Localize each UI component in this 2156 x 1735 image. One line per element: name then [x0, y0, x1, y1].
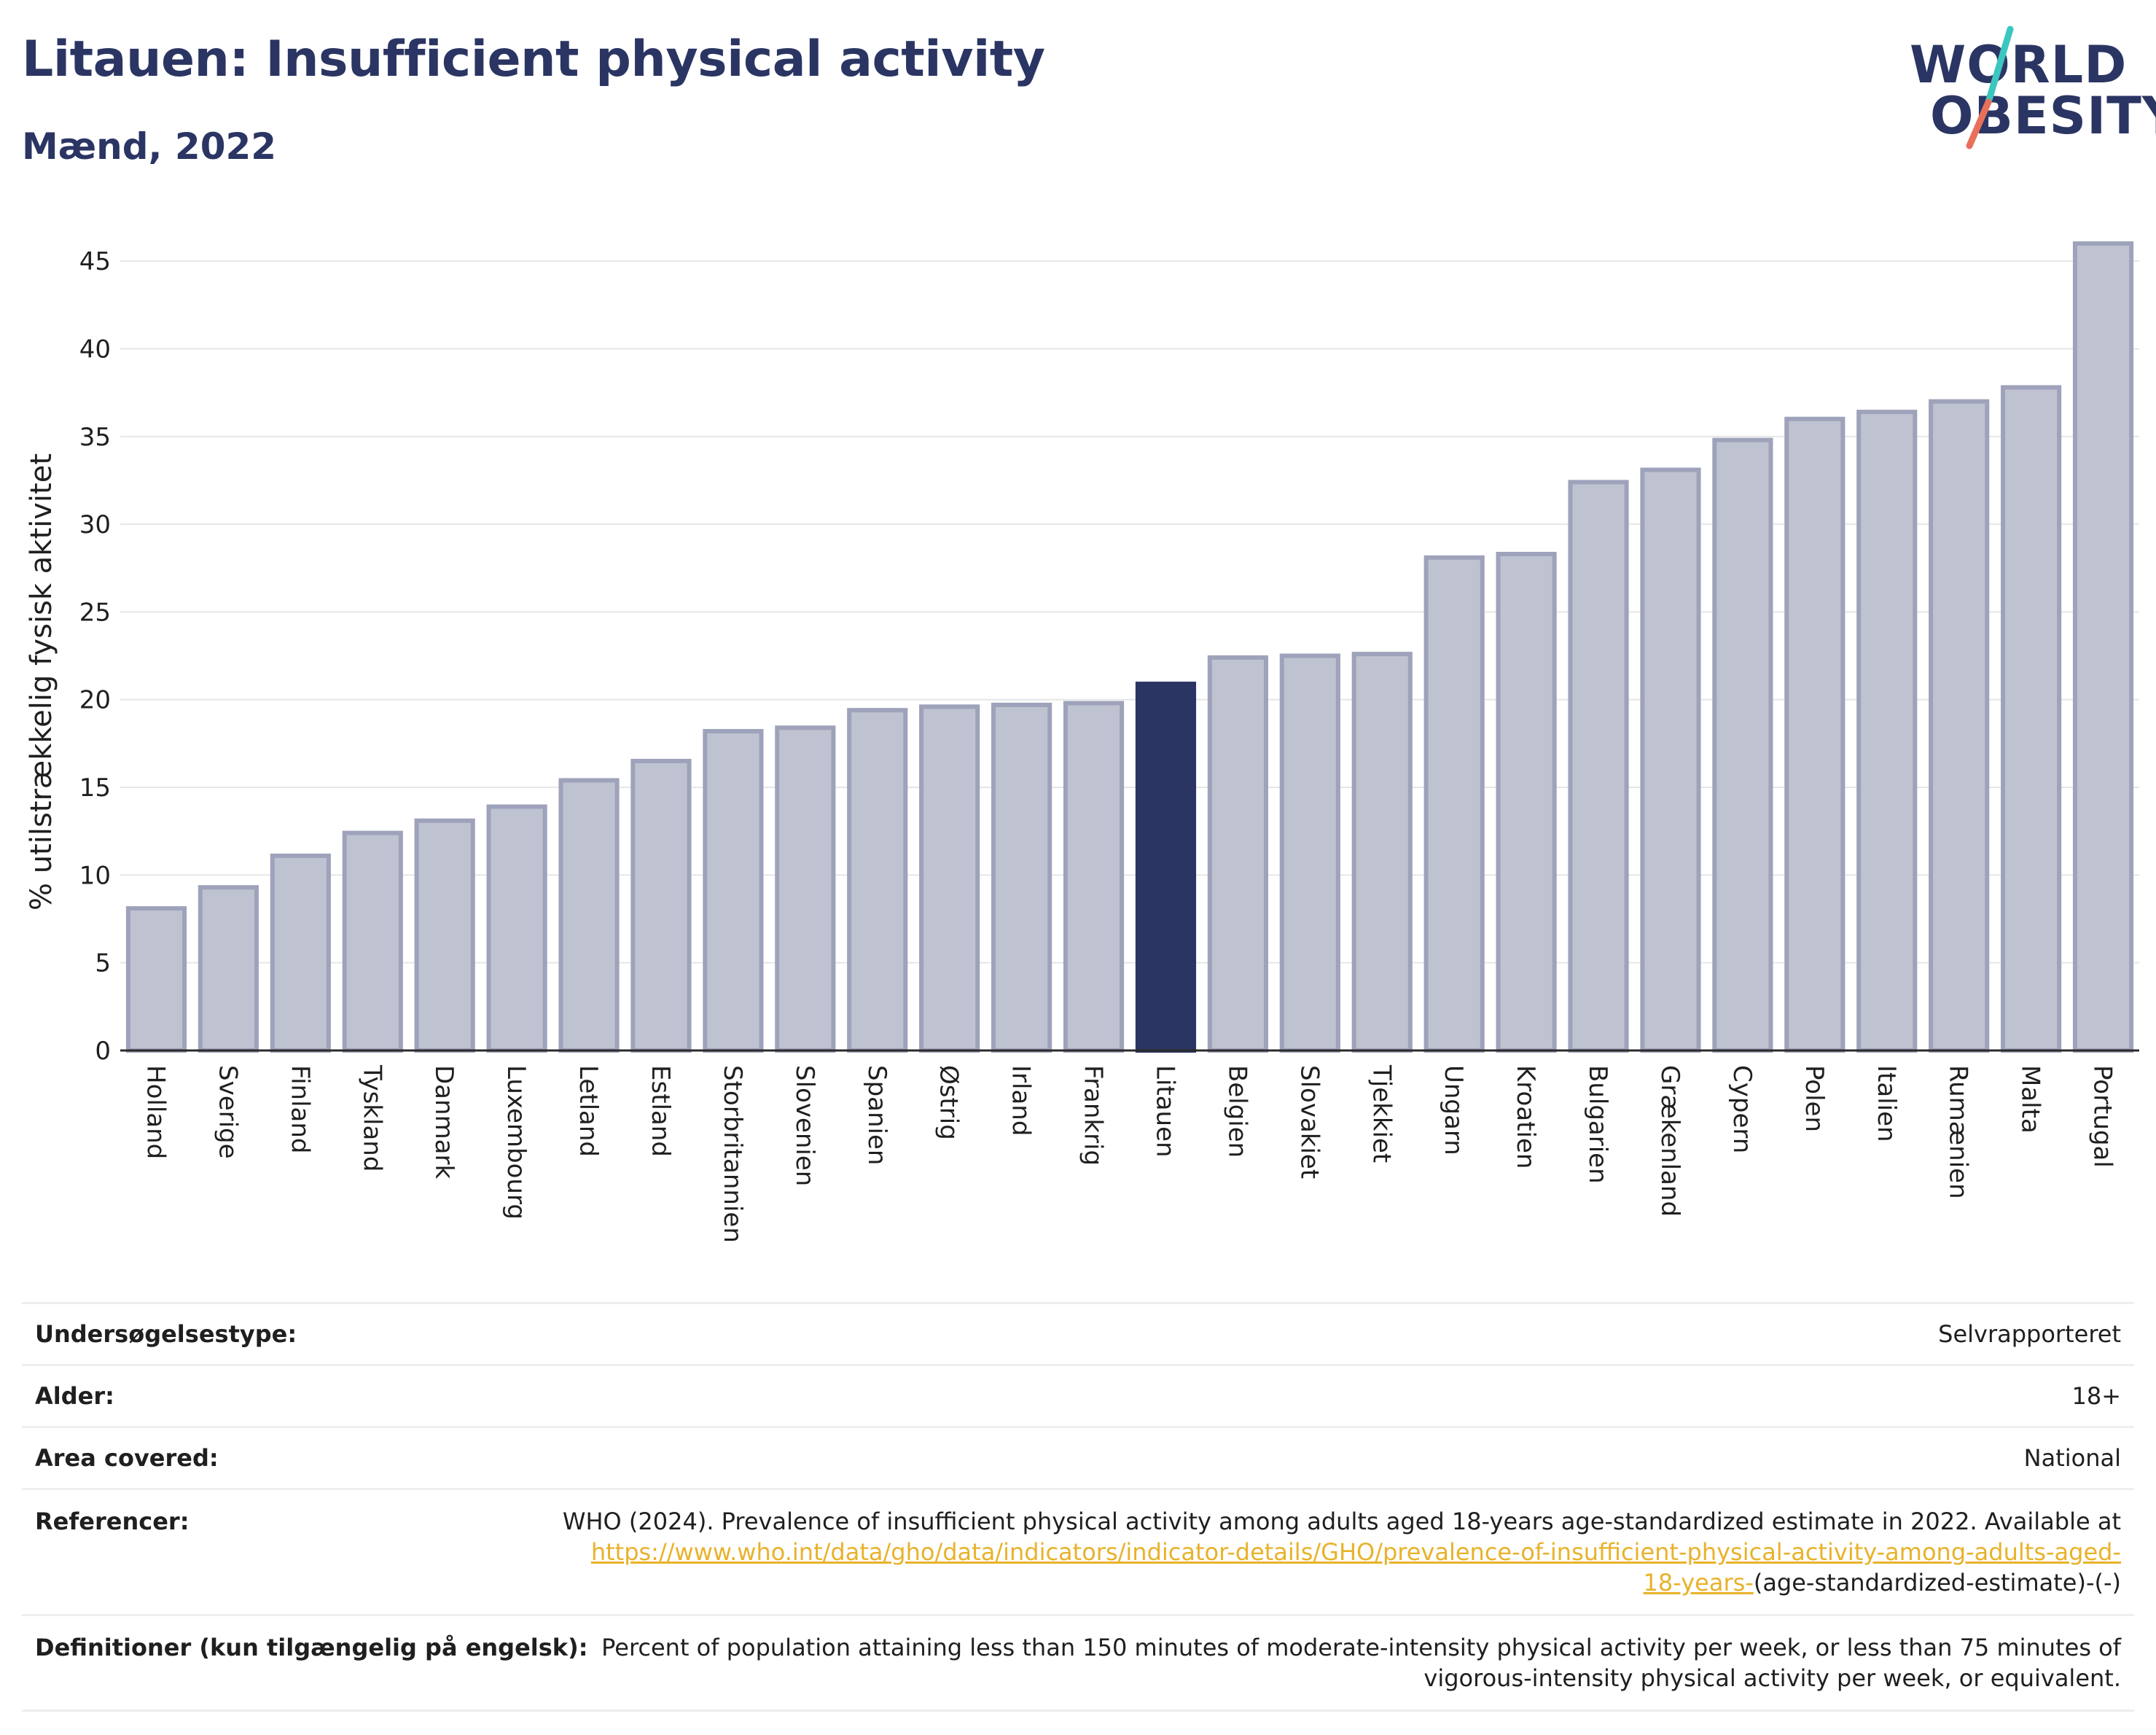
info-label: Undersøgelsestype: [35, 1320, 297, 1348]
reference-link[interactable]: https://www.who.int/data/gho/data/indica… [590, 1538, 2121, 1596]
info-row-area: Area covered: National [22, 1426, 2134, 1488]
y-tick-label: 20 [79, 686, 111, 715]
x-tick-label: Letland [574, 1065, 603, 1157]
bar-malta [2001, 385, 2062, 1053]
bar-kroatien [1496, 551, 1557, 1053]
x-axis-ticks: Holland Sverige Finland Tyskland Danmark Luxe… [141, 1064, 2117, 1243]
bar-polen [1784, 416, 1846, 1053]
x-tick-label: Danmark [429, 1065, 458, 1179]
bar-portugal [2072, 241, 2134, 1053]
x-tick-label: Tyskland [357, 1064, 386, 1171]
info-row-age: Alder: 18+ [22, 1364, 2134, 1426]
y-tick-label: 35 [79, 423, 111, 452]
x-tick-label: Grækenland [1655, 1065, 1684, 1217]
x-tick-label: Litauen [1150, 1065, 1179, 1158]
x-tick-label: Sverige [213, 1065, 242, 1159]
logo-slash-icon [1966, 26, 2014, 149]
x-tick-label: Østrig [934, 1065, 964, 1140]
info-label: Referencer: [35, 1508, 190, 1535]
info-label: Alder: [35, 1382, 114, 1410]
x-tick-label: Estland [646, 1065, 675, 1157]
x-tick-label: Ungarn [1439, 1065, 1468, 1155]
y-axis-label: % utilstrækkelig fysisk aktivitet [25, 453, 58, 911]
bar-sverige [198, 885, 259, 1053]
bar-spanien [847, 708, 908, 1053]
bar-rumænien [1929, 399, 1990, 1053]
chart-title: Litauen: Insufficient physical activity [22, 31, 1045, 88]
info-value: National [2023, 1444, 2121, 1472]
reference-text: WHO (2024). Prevalence of insufficient p… [562, 1508, 2121, 1535]
x-tick-label: Tjekkiet [1367, 1064, 1396, 1163]
y-tick-label: 40 [79, 335, 111, 364]
bar-litauen [1135, 682, 1197, 1053]
bar-bulgarien [1568, 480, 1629, 1053]
bar-italien [1856, 410, 1918, 1053]
bar-estland [630, 758, 692, 1053]
bar-luxembourg [486, 804, 547, 1053]
x-tick-label: Luxembourg [501, 1065, 531, 1220]
x-tick-label: Polen [1800, 1065, 1829, 1132]
bar-holland [125, 906, 187, 1053]
y-tick-label: 0 [95, 1037, 111, 1066]
bar-frankrig [1063, 701, 1125, 1053]
info-value: Selvrapporteret [1938, 1320, 2121, 1348]
y-tick-label: 5 [95, 949, 111, 978]
x-tick-label: Finland [285, 1065, 314, 1154]
bar-grækenland [1640, 467, 1701, 1053]
x-tick-label: Malta [2016, 1065, 2045, 1134]
info-value: WHO (2024). Prevalence of insufficient p… [554, 1506, 2134, 1598]
info-row-references: Referencer: WHO (2024). Prevalence of in… [22, 1488, 2134, 1614]
bar-ungarn [1423, 555, 1485, 1053]
x-tick-label: Cypern [1727, 1065, 1757, 1153]
y-tick-label: 25 [79, 598, 111, 627]
x-tick-label: Portugal [2088, 1065, 2117, 1168]
info-label: Area covered: [35, 1444, 219, 1472]
info-value: Percent of population attaining less tha… [601, 1634, 2121, 1692]
bar-tyskland [342, 830, 403, 1053]
y-tick-label: 30 [79, 510, 111, 539]
logo-line-1: WORLD [1910, 35, 2128, 95]
x-tick-label: Storbritannien [718, 1065, 747, 1243]
bar-chart: 0 5 10 15 20 25 30 35 40 45 Holland Sverige Finland… [25, 241, 2139, 1243]
y-axis-ticks: 0 5 10 15 20 25 30 35 40 45 [79, 247, 111, 1066]
bar-tjekkiet [1351, 652, 1413, 1053]
x-tick-label: Kroatien [1511, 1065, 1540, 1169]
logo-line-2: OBESITY [1930, 86, 2156, 146]
x-tick-label: Holland [141, 1065, 170, 1159]
x-tick-label: Rumænien [1944, 1065, 1973, 1199]
bar-østrig [919, 704, 980, 1053]
bar-storbritannien [703, 729, 764, 1053]
x-tick-label: Italien [1872, 1065, 1901, 1142]
x-tick-label: Spanien [862, 1065, 891, 1165]
info-label: Definitioner (kun tilgængelig på engelsk… [35, 1634, 588, 1661]
x-tick-label: Slovenien [790, 1065, 819, 1186]
info-row-definitions: Definitioner (kun tilgængelig på engelsk… [22, 1614, 2134, 1712]
bar-danmark [414, 818, 475, 1053]
bar-slovenien [775, 725, 836, 1053]
bar-cypern [1712, 437, 1773, 1053]
x-tick-label: Irland [1007, 1065, 1036, 1136]
x-tick-label: Belgien [1222, 1065, 1251, 1158]
world-obesity-logo: WORLD OBESITY [1902, 22, 2156, 153]
y-tick-label: 45 [79, 247, 111, 276]
y-tick-label: 15 [79, 773, 111, 803]
bar-belgien [1207, 655, 1268, 1053]
bar-letland [558, 778, 620, 1053]
info-value: 18+ [2071, 1382, 2121, 1410]
x-tick-label: Bulgarien [1583, 1065, 1612, 1184]
bar-slovakiet [1279, 653, 1340, 1053]
x-tick-label: Slovakiet [1294, 1065, 1324, 1179]
bar-finland [270, 853, 331, 1053]
bar-irland [991, 702, 1052, 1053]
reference-suffix: (age-standardized-estimate)-(-) [1753, 1569, 2121, 1596]
info-table: Undersøgelsestype: Selvrapporteret Alder… [22, 1302, 2134, 1712]
bars [125, 241, 2134, 1053]
x-tick-label: Frankrig [1079, 1065, 1108, 1166]
y-tick-label: 10 [79, 861, 111, 890]
chart-subtitle: Mænd, 2022 [22, 125, 277, 168]
info-row-survey-type: Undersøgelsestype: Selvrapporteret [22, 1302, 2134, 1364]
